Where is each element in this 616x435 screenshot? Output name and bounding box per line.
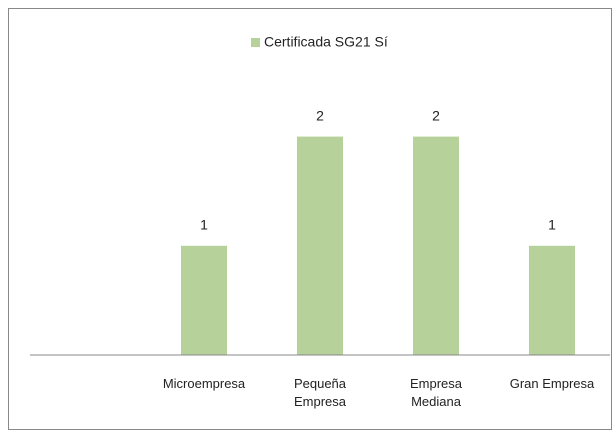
- bar: [529, 245, 575, 355]
- data-label: 1: [548, 217, 556, 233]
- bar: [181, 245, 227, 355]
- legend-swatch: [251, 38, 260, 47]
- x-tick-label: Pequeña Empresa: [293, 376, 347, 409]
- x-tick-label-box: Gran Empresa: [509, 376, 595, 391]
- x-tick-label: Microempresa: [162, 376, 246, 391]
- data-label: 2: [432, 107, 440, 123]
- data-label: 1: [200, 217, 208, 233]
- x-tick-label-box: Microempresa: [162, 376, 246, 391]
- data-label: 2: [316, 107, 324, 123]
- bar: [413, 136, 459, 355]
- x-tick-label: Empresa Mediana: [409, 376, 463, 409]
- x-tick-label-box: Pequeña Empresa: [293, 376, 347, 409]
- x-tick-label-box: Empresa Mediana: [409, 376, 463, 409]
- x-tick-label: Gran Empresa: [509, 376, 595, 391]
- bar: [297, 136, 343, 355]
- legend-label: Certificada SG21 Sí: [264, 34, 388, 50]
